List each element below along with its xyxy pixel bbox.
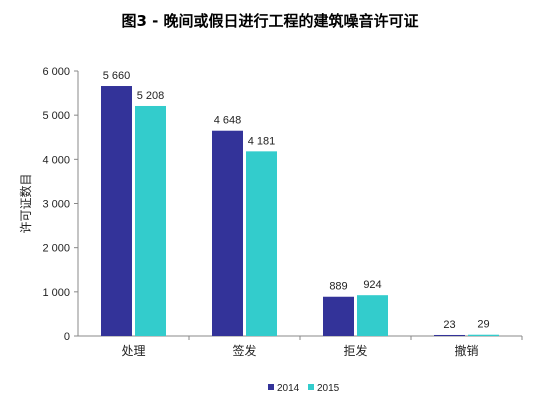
bar [135, 105, 166, 336]
data-label: 4 181 [248, 135, 276, 147]
bar [212, 130, 243, 336]
y-tick-label: 6 000 [42, 66, 70, 78]
data-label: 889 [329, 281, 347, 293]
x-tick-label: 撤销 [454, 343, 478, 358]
y-tick-label: 0 [64, 331, 70, 343]
legend-label: 2014 [277, 383, 300, 394]
bar [323, 296, 354, 336]
y-tick-label: 1 000 [42, 287, 70, 299]
bar [357, 295, 388, 336]
legend-swatch [268, 384, 274, 390]
bar [434, 334, 465, 336]
y-tick-label: 3 000 [42, 199, 70, 211]
bar [101, 86, 132, 337]
bar [246, 151, 277, 336]
data-label: 4 648 [214, 115, 242, 127]
y-tick-label: 2 000 [42, 243, 70, 255]
y-tick-label: 4 000 [42, 154, 70, 166]
data-label: 29 [477, 319, 489, 331]
legend-swatch [308, 384, 314, 390]
x-tick-label: 处理 [121, 344, 145, 358]
data-label: 5 660 [103, 70, 131, 82]
y-tick-label: 5 000 [42, 110, 70, 122]
data-label: 23 [443, 319, 455, 331]
data-label: 924 [363, 279, 381, 291]
bar [468, 334, 499, 336]
x-tick-label: 签发 [232, 343, 256, 358]
data-label: 5 208 [137, 90, 165, 102]
y-axis-title: 许可证数目 [18, 173, 33, 233]
chart-title: 图3 - 晚间或假日进行工程的建筑噪音许可证 [121, 12, 419, 30]
legend-label: 2015 [317, 383, 340, 394]
x-tick-label: 拒发 [343, 343, 367, 358]
